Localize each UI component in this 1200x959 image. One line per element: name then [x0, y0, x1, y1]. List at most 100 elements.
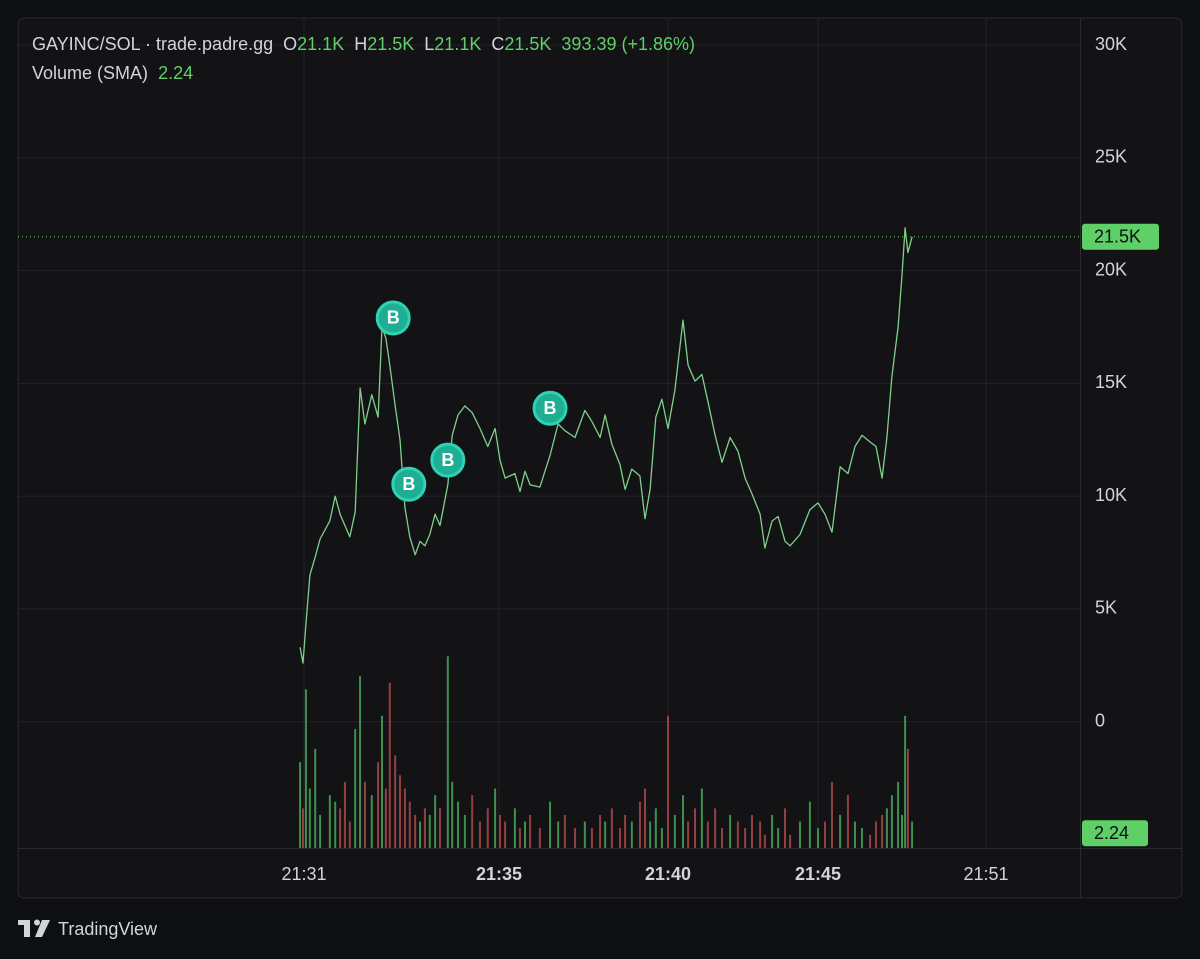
volume-bar [377, 762, 380, 848]
symbol: GAYINC/SOL · trade.padre.gg [32, 34, 274, 54]
change: 393.39 (+1.86%) [561, 34, 696, 54]
volume-bar [751, 814, 753, 848]
ohlc-key: O [283, 34, 298, 54]
volume-bar [660, 828, 663, 848]
y-tick-label: 25K [1095, 147, 1127, 167]
buy-marker-label: B [402, 474, 415, 494]
volume-bar [682, 795, 684, 848]
volume-bar [478, 821, 481, 848]
ohlc-key: L [424, 34, 435, 54]
volume-bar [471, 795, 474, 848]
volume-bar [721, 828, 723, 848]
ohlc-value: 21.5K [504, 34, 552, 54]
volume-bar [736, 821, 739, 848]
volume-bar [759, 821, 762, 848]
x-tick-label: 21:40 [645, 864, 691, 884]
x-tick-label: 21:51 [963, 864, 1008, 884]
volume-bar [744, 828, 747, 848]
volume-bar [403, 788, 406, 848]
volume-bar [700, 788, 703, 848]
volume-bar [299, 762, 302, 848]
y-tick-label: 5K [1095, 598, 1117, 618]
volume-bar [428, 814, 431, 848]
volume-bar [457, 801, 460, 848]
volume-bar [694, 808, 696, 848]
volume-bar [853, 821, 856, 848]
y-tick-label: 20K [1095, 259, 1127, 279]
volume-bar [304, 689, 307, 848]
volume-bar [824, 821, 826, 848]
brand-logo [18, 919, 50, 937]
volume-bar [499, 814, 502, 848]
volume-bar [394, 755, 397, 848]
y-tick-label: 10K [1095, 485, 1127, 505]
legend-row: Volume (SMA) 2.24 [32, 63, 193, 84]
volume-bar [789, 834, 792, 848]
volume-bar [334, 801, 337, 848]
volume-bar [384, 788, 387, 848]
volume-bar [529, 814, 532, 848]
volume-bar [799, 821, 801, 848]
volume-bar [549, 801, 552, 848]
volume-bar [777, 828, 780, 848]
volume-bar [667, 715, 669, 848]
volume-bar [354, 729, 357, 848]
volume-bar [654, 808, 657, 848]
volume-bar [599, 814, 602, 848]
volume-bar [359, 676, 362, 848]
volume-bar [630, 821, 633, 848]
volume-bar [610, 808, 613, 848]
buy-marker-label: B [387, 308, 400, 328]
volume-bar [419, 821, 422, 848]
volume-label: Volume (SMA) [32, 63, 149, 83]
volume-bar [839, 814, 842, 848]
volume-bar [904, 715, 907, 848]
volume-bar [831, 781, 833, 848]
volume-bar [874, 821, 877, 848]
volume-bar [901, 814, 903, 848]
volume-bar [319, 814, 322, 848]
volume-bar [370, 795, 373, 848]
volume-bar [911, 821, 914, 848]
volume-bar [348, 821, 351, 848]
volume-bar [574, 828, 577, 848]
ohlc-key: C [491, 34, 505, 54]
volume-sma: 2.24 [158, 63, 194, 83]
brand: TradingView [58, 919, 158, 939]
volume-bar [381, 715, 383, 848]
volume-bar [538, 828, 541, 848]
volume-bar [673, 814, 676, 848]
volume-bar [869, 834, 872, 848]
x-tick-label: 21:35 [476, 864, 522, 884]
volume-bar [619, 828, 622, 848]
volume-bar [328, 795, 331, 848]
volume-bar [890, 795, 893, 848]
volume-bar [513, 808, 516, 848]
panel [17, 17, 1183, 899]
volume-bar [846, 795, 849, 848]
volume-bar [451, 781, 454, 848]
volume-sma-label: 2.24 [1094, 823, 1129, 843]
volume-bar [604, 821, 607, 848]
buy-marker [532, 390, 568, 426]
volume-bar [563, 814, 566, 848]
x-tick-label: 21:45 [795, 864, 841, 884]
volume-bar [706, 821, 709, 848]
volume-bar [423, 808, 426, 848]
volume-bar [644, 788, 647, 848]
volume-bar [486, 808, 489, 848]
volume-bar [518, 828, 521, 848]
volume-bar [504, 821, 507, 848]
volume-bar [302, 808, 305, 848]
volume-bar [314, 748, 317, 848]
volume-bar [343, 781, 346, 848]
volume-bar [624, 814, 627, 848]
x-tick-label: 21:31 [281, 864, 326, 884]
buy-marker [430, 442, 466, 478]
y-tick-label: 30K [1095, 34, 1127, 54]
volume-bar [494, 788, 497, 848]
volume-bar [687, 821, 690, 848]
y-tick-label: 15K [1095, 372, 1127, 392]
volume-bar [463, 814, 466, 848]
